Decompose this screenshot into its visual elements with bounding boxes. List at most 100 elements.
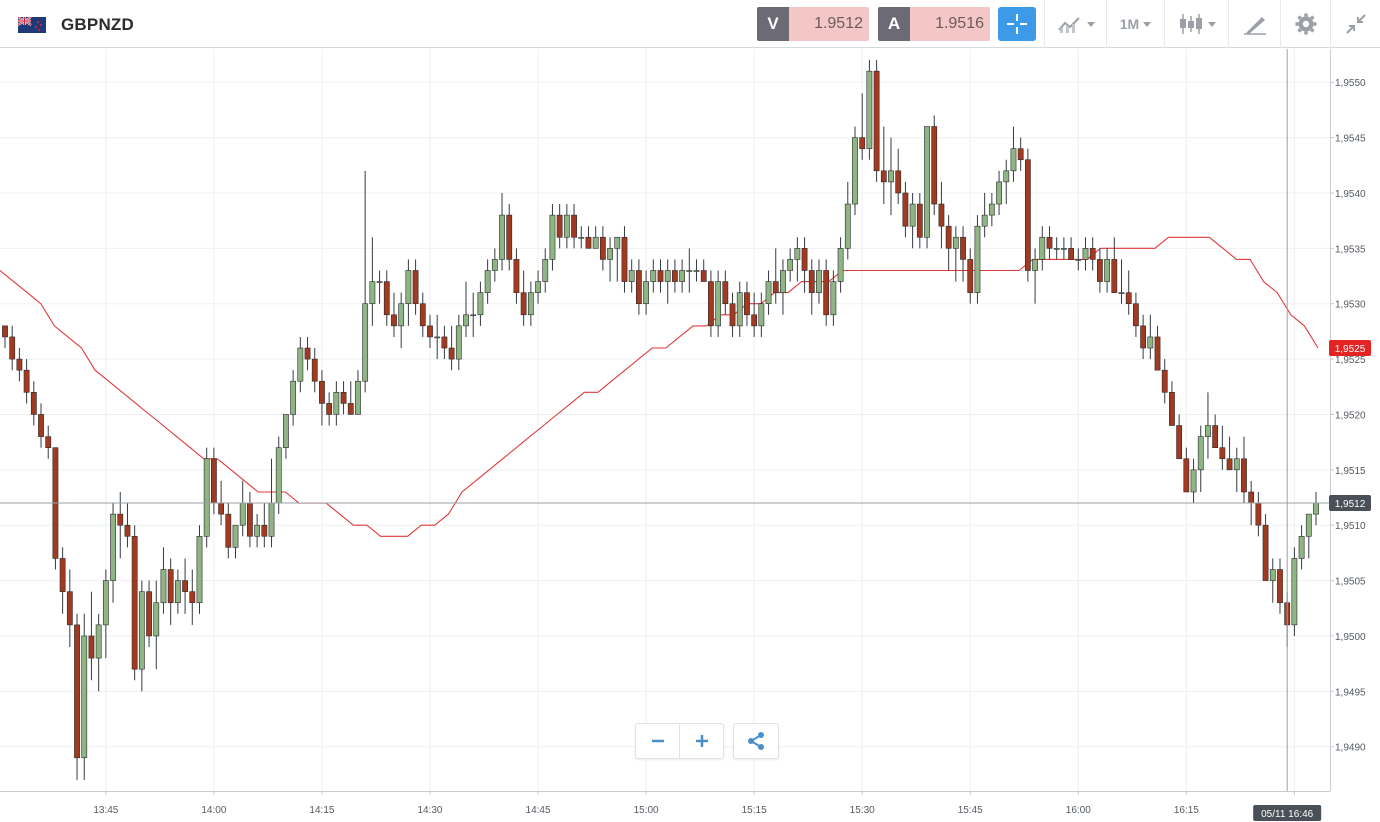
candle-body [45,436,52,448]
settings-button[interactable] [1280,0,1330,48]
candle [1024,148,1031,282]
candle-body [1305,513,1312,537]
candle [45,425,52,459]
candle [506,204,513,271]
candle [859,93,866,160]
candle [102,569,109,659]
candle-body [88,635,95,659]
candle-body [1226,458,1233,471]
candle [398,292,405,349]
crosshair-button[interactable] [998,7,1036,41]
candle-body [686,270,693,272]
timeframe-button[interactable]: 1M [1106,0,1164,48]
candle-body [283,414,289,448]
candle-body [434,336,441,339]
candle [319,370,325,426]
crosshair-time-tag [1253,805,1322,821]
candle-body [1010,148,1017,172]
indicators-button[interactable] [1044,0,1106,48]
x-tick-label: 15:15 [742,805,767,816]
moving-average [0,236,1319,537]
candle [232,524,239,559]
crosshair-price-tag [1329,495,1371,512]
candle [960,226,966,282]
candle [808,259,815,315]
price-axis: 1,9490 1,9495 1,9500 1,9505 1,9510 1,9515 1,95… [1329,49,1371,791]
candle-body [441,336,448,349]
candle [852,126,858,216]
sell-button[interactable]: V 1.9512 [757,7,869,41]
zoom-divider [679,724,680,758]
zoom-out-button[interactable] [636,724,679,758]
candle-body [751,314,758,327]
candle [873,60,880,182]
candle-body [1169,392,1175,426]
candle [621,226,628,293]
candle [1183,447,1190,493]
candle-body [448,347,455,360]
candle [275,436,282,515]
candle [542,248,549,293]
candle [153,580,160,670]
candle [463,281,469,337]
buy-button[interactable]: A 1.9516 [878,7,990,41]
candle [1060,237,1067,260]
candle [823,259,830,326]
candle [592,226,599,249]
candle-body [1089,248,1096,260]
candle [412,259,419,315]
candle-body [319,380,325,404]
candle [996,170,1002,216]
crosshair-time-label: 05/11 16:46 [1261,809,1314,820]
candle [772,248,779,304]
candle [693,259,700,282]
candle [924,126,930,249]
candle-body [988,203,995,216]
candle-body [823,270,830,316]
candle-body [808,270,815,293]
candle [1032,248,1038,304]
candle-body [23,369,30,393]
candle-body [837,248,844,282]
share-button[interactable] [733,723,779,759]
candle [160,547,167,614]
candle-body [405,270,412,305]
candle [657,259,664,293]
candle [614,236,621,282]
candle [304,336,311,371]
price-chart[interactable]: 1,9490 1,9495 1,9500 1,9505 1,9510 1,9515 1,95… [0,49,1380,822]
candle [1140,314,1147,360]
candle-body [945,225,952,249]
candle [708,270,714,337]
candle [916,192,923,249]
y-tick-label: 1,9550 [1335,78,1366,89]
collapse-button[interactable] [1330,0,1380,48]
buy-label: A [878,7,910,41]
candle [1212,414,1219,448]
instrument-symbol[interactable]: GBPNZD [61,15,134,34]
x-tick-label: 14:30 [417,805,442,816]
candle [131,525,138,681]
candle [1089,237,1096,271]
candle [643,270,649,315]
candle-body [679,270,686,282]
candle-body [1277,569,1283,604]
candle-body [1075,259,1082,261]
candle-body [715,281,722,327]
candle-body [196,535,203,604]
candle [110,503,116,603]
candle [225,503,232,559]
candle-body [146,591,152,637]
chart-type-button[interactable] [1164,0,1228,48]
candle [664,259,671,304]
zoom-in-button[interactable] [680,724,723,758]
candle-body [801,248,808,271]
candle [138,580,145,692]
candle [1226,436,1233,471]
x-tick-label: 14:15 [309,805,334,816]
candle [355,370,361,415]
y-tick-label: 1,9540 [1335,189,1366,200]
candle-body [981,214,988,227]
candle [174,569,181,614]
drawing-tools-button[interactable] [1228,0,1280,48]
